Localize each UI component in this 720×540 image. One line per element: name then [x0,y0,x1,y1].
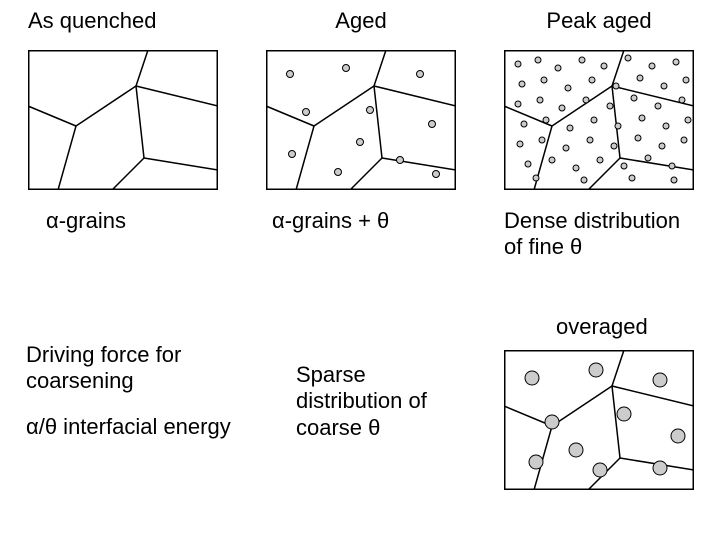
panel-as-quenched [28,50,218,190]
caption-aged: α-grains + θ [266,208,462,234]
caption-sparse: Sparse distribution of coarse θ [296,362,466,441]
driving-force-line2: α/θ interfacial energy [26,414,276,440]
title-overaged: overaged [556,314,648,340]
panel-overaged [504,350,694,490]
title-as-quenched: As quenched [28,8,156,34]
caption-as-quenched: α-grains [28,208,236,234]
title-aged: Aged [266,8,456,34]
figure: { "typography": { "font_family": "Comic … [0,0,720,540]
panel-aged [266,50,456,190]
driving-force-line1: Driving force for coarsening [26,342,276,395]
caption-peak-aged: Dense distribution of fine θ [504,208,694,261]
title-peak-aged: Peak aged [504,8,694,34]
panel-peak-aged [504,50,694,190]
